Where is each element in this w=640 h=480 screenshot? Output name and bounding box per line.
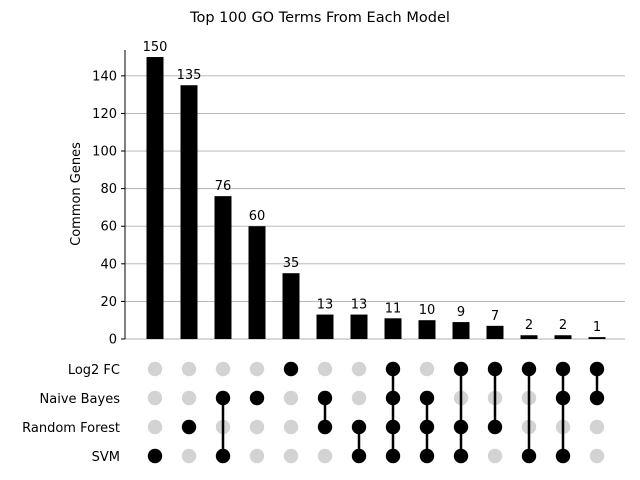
matrix-dot-active [453,448,469,464]
matrix-dot-inactive [147,419,163,435]
matrix-dot-active [419,448,435,464]
matrix-dot-active [215,448,231,464]
bar-value-label: 13 [317,298,334,313]
matrix-dot-inactive [351,361,367,377]
set-label: Log2 FC [68,363,120,378]
matrix-dot-inactive [283,419,299,435]
matrix-dot-active [181,419,197,435]
bar [554,335,572,339]
matrix-dot-inactive [283,448,299,464]
matrix-dot-active [317,419,333,435]
y-tick-label: 100 [92,145,117,160]
bar [384,318,402,339]
bar-value-label: 11 [385,301,402,316]
y-tick-label: 60 [100,220,117,235]
intersection-matrix [147,361,605,464]
grid-lines [125,75,625,340]
bar [146,57,164,340]
bar [180,85,198,339]
matrix-dot-active [521,361,537,377]
bar-value-label: 76 [215,179,232,194]
bar [248,226,266,339]
bar [350,314,368,339]
set-label: Naive Bayes [40,392,121,407]
matrix-dot-inactive [215,361,231,377]
matrix-dot-active [555,361,571,377]
bar-value-label: 7 [491,309,499,324]
bar-value-label: 35 [283,256,300,271]
matrix-dot-inactive [317,448,333,464]
matrix-dot-inactive [283,390,299,406]
matrix-dot-active [419,419,435,435]
matrix-dot-inactive [181,448,197,464]
matrix-dot-active [317,390,333,406]
matrix-dot-active [453,361,469,377]
y-tick-label: 80 [100,182,117,197]
y-tick-label: 40 [100,257,117,272]
matrix-dot-active [385,419,401,435]
bars: 150 135 76 60 35 13 13 11 10 9 7 2 2 1 [143,40,606,340]
matrix-dot-active [351,448,367,464]
y-tick-label: 20 [100,295,117,310]
matrix-dot-active [385,448,401,464]
matrix-dot-active [351,419,367,435]
y-tick-label: 120 [92,107,117,122]
matrix-dot-active [385,361,401,377]
matrix-dot-inactive [487,448,503,464]
matrix-dot-inactive [249,448,265,464]
bar-value-label: 1 [593,320,601,335]
matrix-dot-active [249,390,265,406]
matrix-dot-active [385,390,401,406]
matrix-dot-inactive [317,361,333,377]
bar-value-label: 60 [249,209,266,224]
bar [486,325,504,339]
bar-value-label: 2 [559,318,567,333]
matrix-dot-inactive [181,361,197,377]
matrix-dot-active [283,361,299,377]
bar-value-label: 135 [177,68,202,83]
matrix-dot-inactive [181,390,197,406]
bar [452,322,470,339]
matrix-dot-active [487,419,503,435]
bar [588,337,606,339]
matrix-dot-active [147,448,163,464]
y-tick-label: 0 [109,333,117,348]
matrix-dot-inactive [589,419,605,435]
matrix-dot-active [589,390,605,406]
y-tick-label: 140 [92,69,117,84]
bar-value-label: 2 [525,318,533,333]
bar [282,273,300,339]
matrix-dot-active [555,448,571,464]
set-label: SVM [92,450,120,465]
bar-value-label: 10 [419,303,436,318]
set-label: Random Forest [22,421,120,436]
matrix-dot-inactive [419,361,435,377]
matrix-dot-active [215,390,231,406]
y-axis: 0 20 40 60 80 100 120 140 [92,50,126,348]
matrix-dot-inactive [147,390,163,406]
matrix-dot-inactive [351,390,367,406]
set-labels: Log2 FC Naive Bayes Random Forest SVM [22,363,120,465]
bar-value-label: 9 [457,305,465,320]
chart-title: Top 100 GO Terms From Each Model [189,10,450,26]
bar-value-label: 150 [143,40,168,55]
matrix-dot-active [589,361,605,377]
bar [418,320,436,339]
matrix-dot-inactive [147,361,163,377]
matrix-dot-inactive [249,419,265,435]
matrix-dot-active [487,361,503,377]
bar [316,314,334,339]
bar [214,196,232,339]
matrix-dot-inactive [249,361,265,377]
y-axis-label: Common Genes [69,142,84,246]
matrix-dot-active [521,448,537,464]
matrix-dot-active [555,390,571,406]
matrix-dot-active [419,390,435,406]
matrix-dot-active [453,419,469,435]
bar [520,335,538,339]
matrix-dot-inactive [589,448,605,464]
bar-value-label: 13 [351,298,368,313]
